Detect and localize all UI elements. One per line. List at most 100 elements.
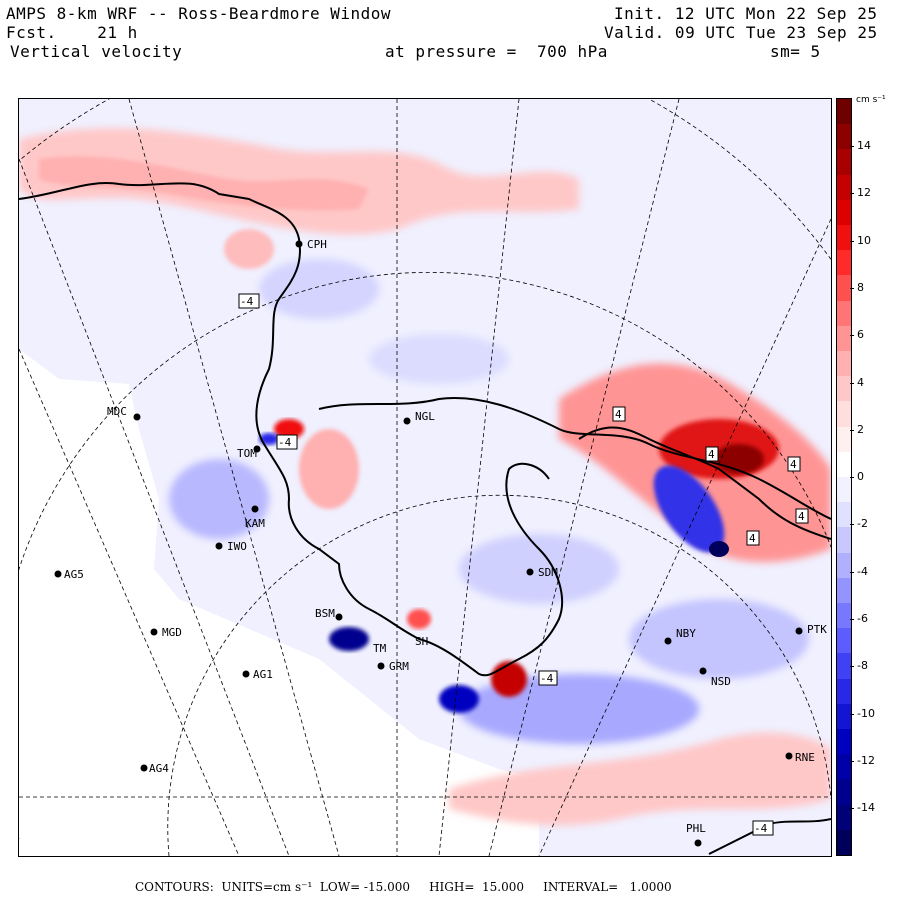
forecast-hour: Fcst. 21 h [6,23,138,42]
station-label-ag1: AG1 [253,668,273,681]
station-label-cph: CPH [307,238,327,251]
colorbar-segment [837,250,851,276]
downward-patch [629,599,809,679]
colorbar-tick-label: -10 [857,706,875,720]
station-label-sdm: SDM [538,566,558,579]
colorbar-tick-label: -14 [857,801,875,815]
upward-band-south [449,732,831,826]
station-dot-grm [377,662,385,670]
colorbar-tick-label: 10 [857,233,871,247]
colorbar-tick [850,619,854,620]
contour-label: 4 [798,510,805,523]
downward-patch [369,334,509,384]
contour-label: -4 [540,672,554,685]
colorbar-tick-label: 12 [857,186,871,200]
station-dot-phl [694,839,702,847]
map-panel[interactable]: CPH MDC NGL TOM KAM IWO AG5 SDM BSM MGD … [18,98,832,857]
station-dot-cph [295,240,303,248]
contour-label: 4 [615,408,622,421]
station-dot-mgd [150,628,158,636]
footer-interval: INTERVAL= 1.0000 [543,880,672,894]
colorbar-tick [850,240,854,242]
contour-label: -4 [240,295,254,308]
contour-label: -4 [754,822,768,835]
colorbar-tick [850,666,854,668]
downward-patch [459,534,619,604]
contour-label: 4 [708,448,715,461]
footer-units: UNITS=cm s⁻¹ [221,880,313,894]
colorbar-segment [837,275,851,302]
colorbar-segment [837,477,851,503]
downward-core-east [653,465,725,553]
colorbar-segment [837,527,851,554]
upward-core [274,419,304,439]
colorbar-segment [837,552,851,579]
station-dot-nby [664,637,672,645]
colorbar-segment [837,502,851,528]
footer-contours: CONTOURS: [135,880,214,894]
colorbar-segment [837,678,851,705]
downward-core [259,433,279,445]
colorbar-segment [837,754,851,780]
vertical-velocity-map: CPH MDC NGL TOM KAM IWO AG5 SDM BSM MGD … [19,99,831,856]
map-title: AMPS 8-km WRF -- Ross-Beardmore Window [6,4,392,23]
station-dot-ag1 [242,670,250,678]
station-label-mgd: MGD [162,626,182,639]
upward-band-north-2 [39,156,369,211]
pressure-level: at pressure = 700 hPa [385,42,608,61]
valid-time: Valid. 09 UTC Tue 23 Sep 25 [604,23,878,42]
contour-label: 4 [749,532,756,545]
colorbar-tick-label: 2 [857,422,864,436]
station-label-mdc: MDC [107,405,127,418]
colorbar-segment [837,628,851,654]
footer-low: LOW= -15.000 [319,880,410,894]
colorbar-segment [837,729,851,755]
colorbar-segment [837,829,851,856]
colorbar-segment [837,225,851,251]
station-label-ag5: AG5 [64,568,84,581]
station-label-phl: PHL [686,822,706,835]
colorbar-segment [837,401,851,428]
no-data-region [19,349,539,856]
downward-patch [259,259,379,319]
station-dot-rne [785,752,793,760]
colorbar-units: cm s⁻¹ [856,95,886,105]
colorbar-tick-label: -2 [857,517,868,531]
colorbar-tick-label: -8 [857,659,868,673]
station-label-iwo: IWO [227,540,247,553]
downward-core [329,627,369,651]
downward-patch [169,459,269,539]
colorbar-tick [850,146,854,147]
downward-core-peak [709,541,729,557]
colorbar-segment [837,300,851,327]
coastlines [19,182,831,855]
colorbar-tick [850,524,854,526]
colorbar-tick [850,808,854,810]
colorbar-tick-label: -4 [857,564,868,578]
colorbar-segment [837,779,851,806]
contour-labels: 4 4 -4 -4 4 4 4 -4 -4 [238,293,809,836]
colorbar-segment [837,99,851,125]
station-dot-ag4 [140,764,148,772]
colorbar-segment [837,804,851,831]
station-label-ag4: AG4 [149,762,169,775]
upward-core [407,609,431,629]
station-label-nsd: NSD [711,675,731,688]
colorbar-tick [850,382,854,384]
station-dot-bsm [335,613,343,621]
colorbar-tick-label: 8 [857,280,864,294]
smoothing-value: sm= 5 [770,42,821,61]
colorbar-tick [850,193,854,195]
colorbar-segment [837,124,851,150]
upward-core [491,661,527,697]
station-dot-ngl [403,417,411,425]
station-dot-ag5 [54,570,62,578]
station-label-grm: GRM [389,660,409,673]
colorbar-tick [850,477,854,479]
colorbar-tick [850,713,854,715]
colorbar-segment [837,149,851,176]
station-dot-mdc [133,413,141,421]
station-dot-nsd [699,667,707,675]
station-dot-kam [251,505,259,513]
colorbar-tick-label: 14 [857,139,871,152]
